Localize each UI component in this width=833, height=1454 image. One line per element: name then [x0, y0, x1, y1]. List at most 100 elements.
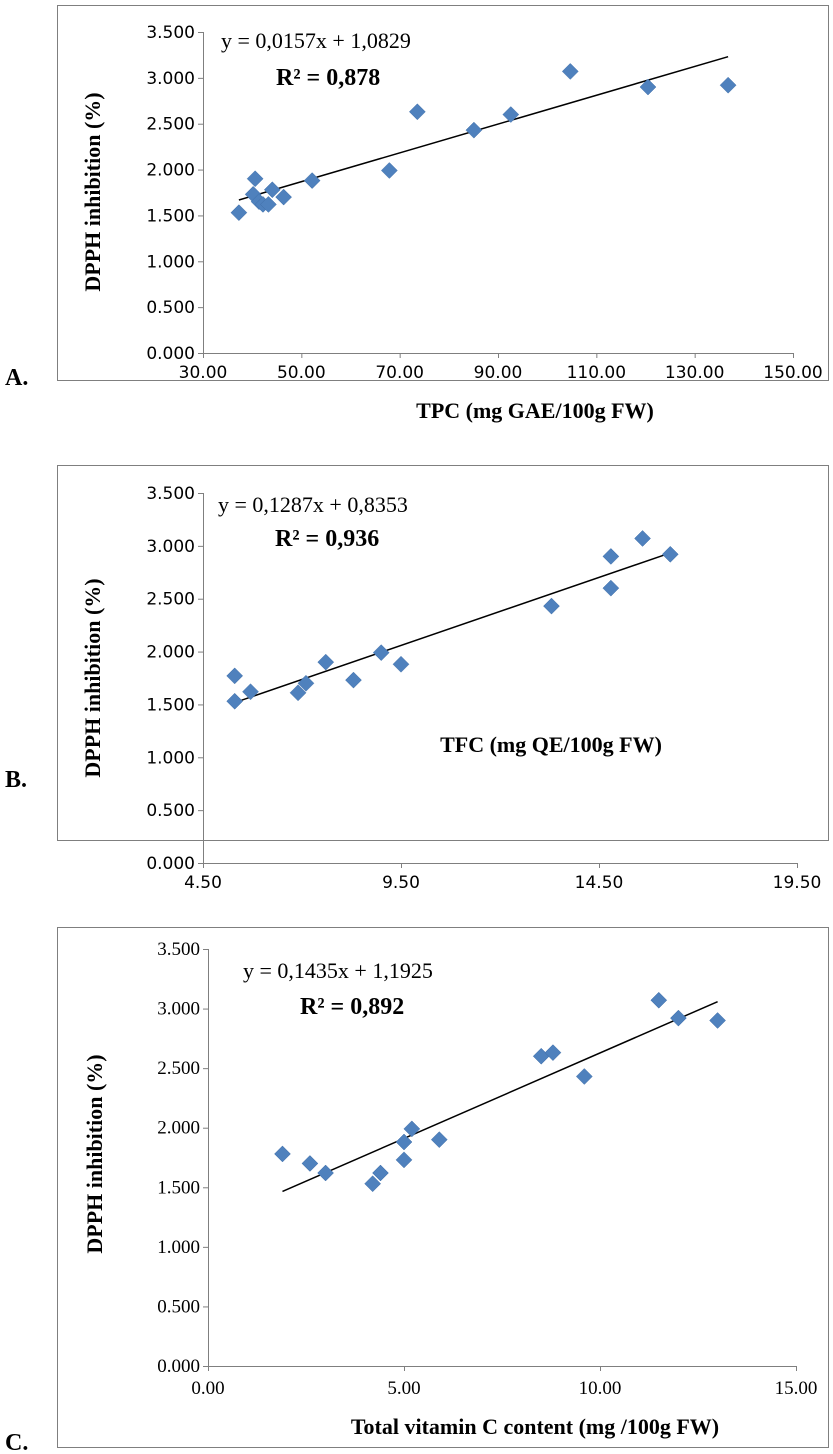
x-tick-label: 19.50 — [773, 873, 822, 893]
r-squared-label: R² = 0,892 — [300, 994, 404, 1020]
data-point — [709, 1012, 726, 1029]
chart-panel-b: 0.000 0.500 1.000 1.500 2.000 2.500 3.000 3.500… — [5, 465, 829, 893]
data-point — [226, 692, 244, 710]
panel-label: B. — [5, 767, 27, 793]
data-point — [317, 653, 335, 671]
x-tick-label: 0.00 — [191, 1378, 224, 1399]
y-axis-title: DPPH inhibition (%) — [80, 92, 105, 291]
y-tick-label: 3.500 — [146, 23, 195, 43]
chart-panel-c: 0.000 0.500 1.000 1.500 2.000 2.500 3.000 3.500… — [5, 927, 829, 1454]
x-tick-label: 14.50 — [575, 873, 624, 893]
data-point — [364, 1175, 381, 1193]
data-point — [230, 204, 248, 222]
x-tick-label: 10.00 — [579, 1378, 622, 1399]
x-axis-title: Total vitamin C content (mg /100g FW) — [351, 1414, 719, 1439]
data-point — [372, 644, 390, 661]
x-tick-label: 110.00 — [567, 363, 626, 383]
x-tick-label: 50.00 — [277, 363, 326, 383]
trendline-equation: y = 0,1287x + 0,8353 — [218, 492, 408, 517]
y-axis-title: DPPH inhibition (%) — [80, 578, 105, 777]
data-point — [543, 597, 560, 615]
y-tick-label: 2.000 — [157, 1118, 200, 1139]
y-tick-label: 0.500 — [146, 298, 195, 318]
y-tick-label: 3.000 — [157, 999, 200, 1020]
data-point — [575, 1068, 593, 1085]
data-point — [430, 1131, 448, 1148]
trendline-equation: y = 0,0157x + 1,0829 — [221, 28, 411, 53]
trendline-equation: y = 0,1435x + 1,1925 — [243, 958, 433, 983]
y-tick-label: 1.500 — [157, 1177, 200, 1198]
x-tick-label: 30.00 — [179, 363, 228, 383]
x-tick-label: 4.50 — [184, 873, 222, 893]
x-axis-title: TPC (mg GAE/100g FW) — [416, 398, 654, 423]
y-tick-label: 0.000 — [146, 344, 195, 364]
x-tick-label: 5.00 — [387, 1378, 420, 1399]
data-point — [650, 991, 668, 1009]
data-point — [263, 181, 281, 199]
data-point — [260, 196, 277, 213]
x-tick-label: 90.00 — [474, 363, 523, 383]
x-tick-label: 130.00 — [665, 363, 724, 383]
x-tick-label: 9.50 — [382, 873, 420, 893]
y-tick-label: 0.500 — [146, 801, 195, 821]
data-point — [403, 1120, 421, 1138]
x-axis-title: TFC (mg QE/100g FW) — [440, 732, 662, 757]
r-squared-label: R² = 0,878 — [276, 65, 380, 91]
data-point — [274, 1145, 291, 1163]
data-point — [661, 545, 679, 563]
y-tick-label: 1.000 — [146, 252, 195, 272]
y-tick-label: 2.500 — [146, 590, 195, 610]
y-tick-label: 1.500 — [146, 206, 195, 226]
y-tick-label: 0.500 — [157, 1296, 200, 1317]
y-tick-label: 3.000 — [146, 69, 195, 89]
data-point — [602, 548, 620, 565]
y-tick-label: 3.500 — [157, 939, 200, 960]
data-point — [317, 1164, 334, 1182]
x-tick-label: 15.00 — [775, 1378, 818, 1399]
data-point — [602, 579, 620, 597]
data-point — [372, 1164, 389, 1182]
data-point — [561, 63, 579, 80]
y-tick-label: 3.000 — [146, 537, 195, 557]
chart-border — [57, 5, 829, 381]
chart-border — [57, 927, 829, 1448]
data-point — [301, 1155, 319, 1172]
x-tick-label: 150.00 — [763, 363, 822, 383]
panel-label: A. — [5, 365, 28, 391]
data-point — [502, 106, 520, 123]
y-tick-label: 0.000 — [146, 854, 195, 874]
y-tick-label: 1.500 — [146, 695, 195, 715]
panel-label: C. — [5, 1430, 28, 1454]
data-point — [380, 162, 398, 179]
data-point — [670, 1009, 687, 1027]
data-point — [634, 530, 651, 547]
y-tick-label: 2.000 — [146, 643, 195, 663]
y-tick-label: 3.500 — [146, 484, 195, 504]
data-point — [242, 683, 259, 701]
r-squared-label: R² = 0,936 — [275, 526, 379, 552]
data-point — [275, 188, 292, 206]
data-point — [303, 172, 321, 189]
chart-panel-a: 0.000 0.500 1.000 1.500 2.000 2.500 3.000 3.500… — [5, 5, 829, 423]
data-point — [392, 655, 410, 673]
data-point — [297, 674, 315, 692]
y-tick-label: 1.000 — [157, 1237, 200, 1258]
y-tick-label: 2.500 — [157, 1058, 200, 1079]
trendline — [282, 1000, 718, 1193]
data-point — [395, 1151, 413, 1169]
trendline — [234, 552, 671, 704]
data-point — [719, 76, 737, 94]
data-point — [226, 667, 244, 685]
data-point — [246, 170, 264, 188]
data-point — [395, 1133, 413, 1151]
y-tick-label: 2.500 — [146, 115, 195, 135]
data-point — [544, 1044, 562, 1062]
data-point — [639, 78, 657, 96]
y-tick-label: 1.000 — [146, 748, 195, 768]
y-tick-label: 0.000 — [157, 1356, 200, 1377]
data-point — [409, 103, 426, 121]
data-point — [289, 684, 307, 702]
y-tick-label: 2.000 — [146, 161, 195, 181]
x-tick-label: 70.00 — [375, 363, 424, 383]
